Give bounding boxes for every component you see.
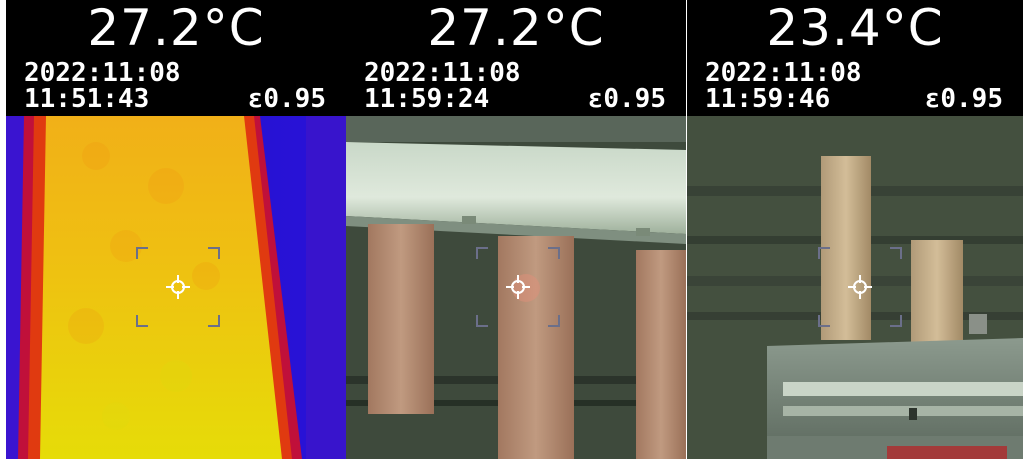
thermal-image — [6, 116, 346, 459]
panel-header: 27.2°C 2022:11:08 11:59:24 ε0.95 — [346, 0, 686, 116]
emissivity-value: ε0.95 — [587, 84, 666, 114]
temperature-reading: 27.2°C — [87, 0, 265, 57]
panel-header: 23.4°C 2022:11:08 11:59:46 ε0.95 — [687, 0, 1023, 116]
date-stamp: 2022:11:08 — [24, 58, 181, 88]
time-stamp: 11:51:43 — [24, 84, 150, 114]
temperature-reading: 23.4°C — [766, 0, 944, 57]
time-stamp: 11:59:24 — [364, 84, 490, 114]
thermal-panel: 27.2°C 2022:11:08 11:51:43 ε0.95 — [6, 0, 346, 459]
crosshair-reticle-icon — [136, 247, 220, 327]
visible-panel-2: 23.4°C 2022:11:08 11:59:46 ε0.95 — [687, 0, 1023, 459]
visible-image — [687, 116, 1023, 459]
time-stamp: 11:59:46 — [705, 84, 831, 114]
panel-header: 27.2°C 2022:11:08 11:51:43 ε0.95 — [6, 0, 346, 116]
date-stamp: 2022:11:08 — [364, 58, 521, 88]
visible-panel-1: 27.2°C 2022:11:08 11:59:24 ε0.95 — [346, 0, 686, 459]
emissivity-value: ε0.95 — [924, 84, 1003, 114]
temperature-reading: 27.2°C — [427, 0, 605, 57]
crosshair-reticle-icon — [818, 247, 902, 327]
crosshair-reticle-icon — [476, 247, 560, 327]
emissivity-value: ε0.95 — [247, 84, 326, 114]
visible-image — [346, 116, 686, 459]
date-stamp: 2022:11:08 — [705, 58, 862, 88]
